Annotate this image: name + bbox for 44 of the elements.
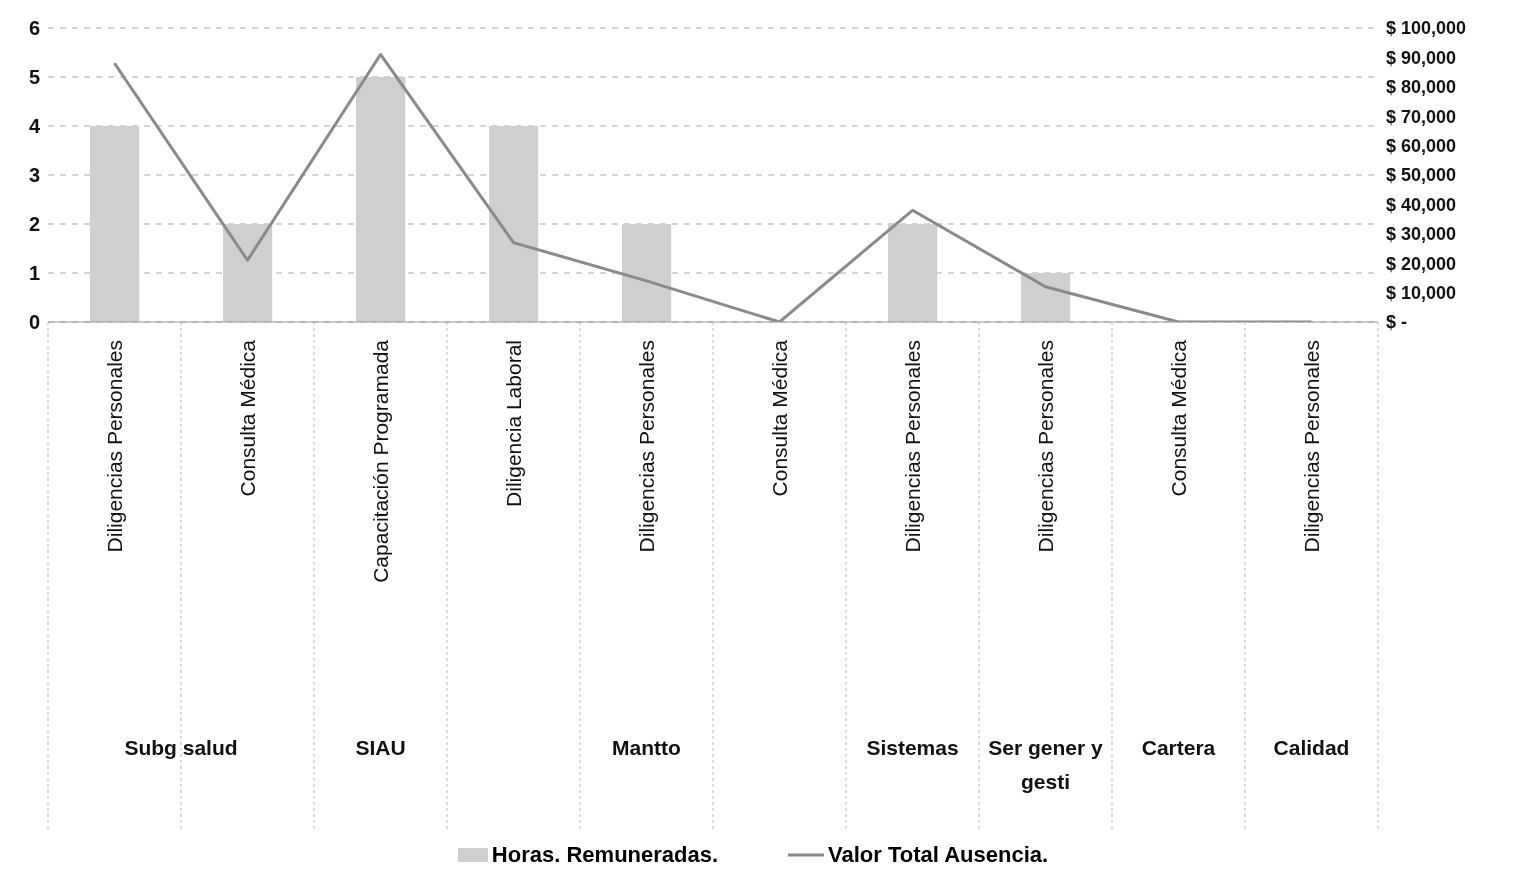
x-tick-label: Capacitación Programada bbox=[368, 339, 392, 583]
y-tick-label: 4 bbox=[28, 115, 41, 138]
bar bbox=[223, 224, 273, 322]
y-tick-label: 2 bbox=[28, 213, 40, 236]
bar bbox=[90, 126, 140, 322]
legend-label: Horas. Remuneradas. bbox=[490, 842, 719, 868]
y-tick-label: 5 bbox=[28, 66, 40, 89]
y2-tick-label: $ 10,000 bbox=[1386, 282, 1457, 303]
text: Cartera bbox=[1141, 736, 1216, 759]
y2-tick-label: $ 80,000 bbox=[1386, 77, 1457, 98]
y2-tick-label: $ 100,000 bbox=[1386, 18, 1467, 39]
x-tick-label: Diligencias Personales bbox=[1299, 340, 1323, 553]
y2-tick-label: $ 40,000 bbox=[1386, 194, 1457, 215]
y2-tick-label: $ 20,000 bbox=[1386, 253, 1457, 274]
y2-tick-label: $ 90,000 bbox=[1386, 47, 1457, 68]
y2-tick-label: $ - bbox=[1386, 312, 1408, 333]
bar bbox=[356, 77, 406, 322]
y2-tick-label: $ 70,000 bbox=[1386, 106, 1457, 127]
legend-label: Valor Total Ausencia. bbox=[827, 842, 1049, 868]
text: Ser gener y gesti bbox=[988, 736, 1104, 793]
bar bbox=[622, 224, 672, 322]
y2-tick-label: $ 30,000 bbox=[1386, 224, 1457, 245]
x-tick-label: Diligencias Personales bbox=[634, 340, 658, 553]
y-tick-label: 1 bbox=[28, 262, 40, 285]
y-tick-label: 3 bbox=[28, 164, 40, 187]
bar bbox=[1021, 273, 1071, 322]
text: Sistemas bbox=[866, 736, 959, 759]
x-tick-label: Diligencia Laboral bbox=[501, 340, 525, 507]
y-tick-label: 0 bbox=[28, 311, 40, 334]
y2-tick-label: $ 50,000 bbox=[1386, 165, 1457, 186]
text: Subg salud bbox=[124, 736, 238, 759]
x-tick-label: Diligencias Personales bbox=[102, 340, 126, 553]
x-tick-label: Consulta Médica bbox=[767, 339, 791, 497]
bar bbox=[888, 224, 938, 322]
x-tick-label: Diligencias Personales bbox=[1033, 340, 1057, 553]
y-tick-label: 6 bbox=[28, 17, 40, 40]
text: SIAU bbox=[355, 736, 406, 759]
x-tick-label: Consulta Médica bbox=[1166, 339, 1190, 497]
text: Mantto bbox=[612, 736, 681, 759]
x-tick-label: Diligencias Personales bbox=[900, 340, 924, 553]
x-tick-label: Consulta Médica bbox=[235, 339, 259, 497]
bar bbox=[489, 126, 539, 322]
text: Calidad bbox=[1273, 736, 1350, 759]
y2-tick-label: $ 60,000 bbox=[1386, 135, 1457, 156]
